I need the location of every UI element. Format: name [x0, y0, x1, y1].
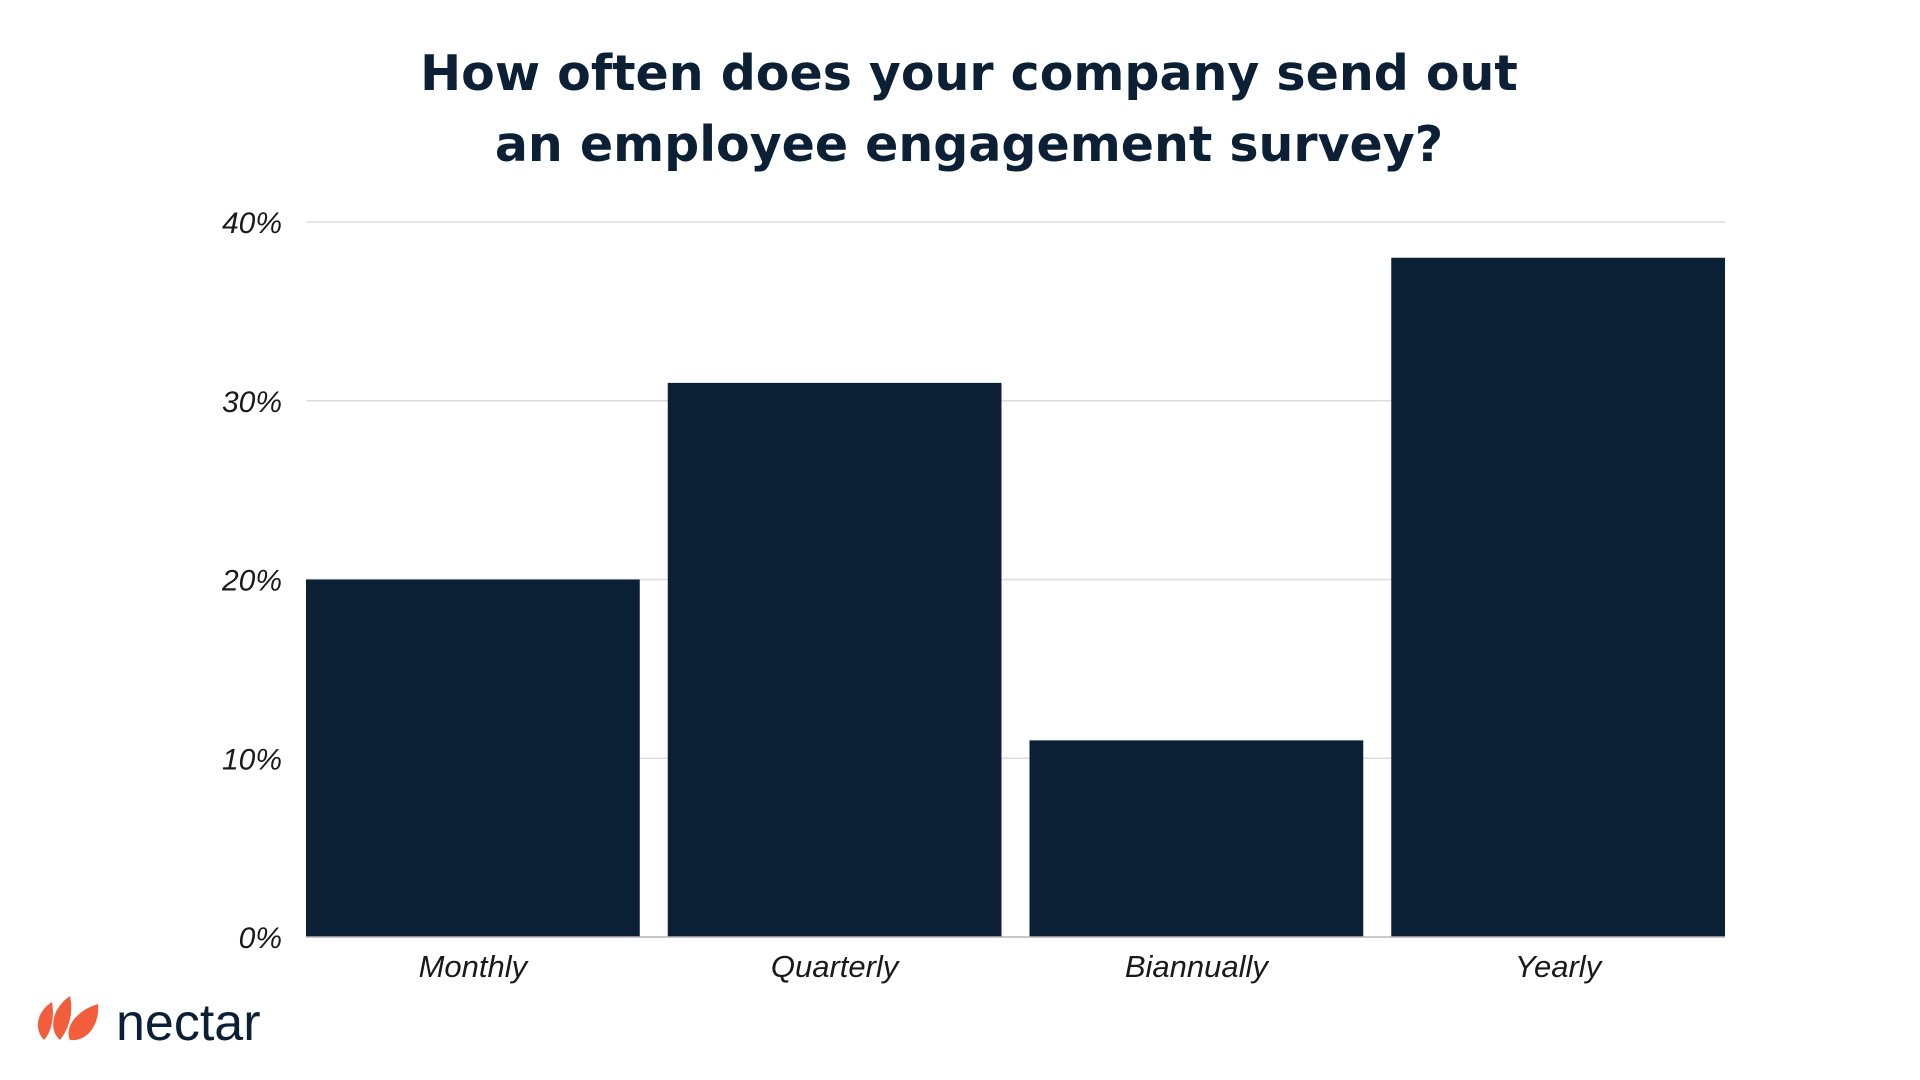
- bar-quarterly: [667, 382, 1002, 937]
- bar-biannually: [1029, 740, 1364, 937]
- bar-monthly: [306, 579, 640, 937]
- y-tick-label: 10%: [222, 743, 282, 776]
- nectar-flame-logo-icon: [37, 996, 99, 1041]
- y-tick-label: 40%: [222, 207, 282, 240]
- x-tick-label-biannually: Biannually: [1125, 949, 1271, 984]
- y-tick-label: 30%: [222, 386, 282, 419]
- x-axis-category-labels: Monthly Quarterly Biannually Yearly: [419, 949, 1604, 984]
- x-tick-label-monthly: Monthly: [419, 949, 530, 984]
- y-axis-tick-labels: 0% 10% 20% 30% 40%: [221, 207, 282, 955]
- chart-title-line-1: How often does your company send out: [420, 45, 1518, 102]
- y-tick-label: 0%: [239, 922, 282, 955]
- y-tick-label: 20%: [221, 565, 282, 598]
- x-tick-label-yearly: Yearly: [1515, 949, 1604, 984]
- nectar-logo: nectar: [37, 994, 261, 1052]
- nectar-logo-text: nectar: [116, 994, 261, 1052]
- bar-yearly: [1391, 257, 1725, 937]
- chart-title-line-2: an employee engagement survey?: [495, 116, 1443, 173]
- x-tick-label-quarterly: Quarterly: [771, 949, 901, 984]
- bars: [306, 257, 1725, 937]
